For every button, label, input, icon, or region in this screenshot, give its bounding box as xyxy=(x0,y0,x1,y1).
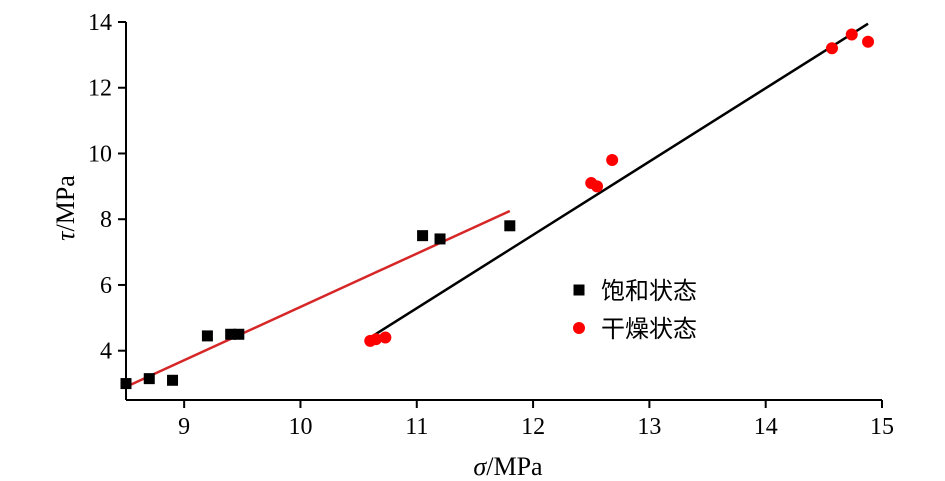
square-point xyxy=(120,378,132,390)
axes: 9 10 11 12 13 14 15 4 6 8 10 12 14 xyxy=(88,10,894,440)
x-tick-label: 15 xyxy=(870,414,894,440)
square-point xyxy=(143,373,155,385)
square-point xyxy=(417,230,429,242)
circle-point xyxy=(845,28,858,41)
square-point xyxy=(504,220,516,232)
fit-line-series-1 xyxy=(369,22,869,339)
circle-point xyxy=(825,42,838,55)
circle-point xyxy=(379,331,392,344)
y-tick-label: 14 xyxy=(88,10,112,36)
x-axis-symbol: σ xyxy=(473,452,487,481)
x-tick-label: 10 xyxy=(288,414,312,440)
square-point xyxy=(225,328,237,340)
y-tick-label: 4 xyxy=(100,339,112,365)
circle-point xyxy=(370,333,383,346)
circle-point xyxy=(862,35,875,48)
square-point xyxy=(233,328,245,340)
legend-label-0: 饱和状态 xyxy=(601,277,697,305)
y-axis-label: τ/MPa xyxy=(51,175,80,241)
x-tick-label: 9 xyxy=(178,414,190,440)
x-tick-label: 14 xyxy=(754,414,778,440)
y-tick-label: 8 xyxy=(100,207,112,233)
circle-point xyxy=(606,154,619,167)
y-tick-label: 12 xyxy=(88,76,112,102)
legend-marker-1 xyxy=(573,322,585,334)
y-tick-label: 6 xyxy=(100,273,112,299)
legend-label-1: 干燥状态 xyxy=(601,315,697,343)
y-tick-label: 10 xyxy=(88,141,112,167)
square-point xyxy=(201,330,213,342)
y-axis-symbol: τ xyxy=(51,230,80,241)
legend-marker-0 xyxy=(573,284,585,296)
x-tick-label: 13 xyxy=(637,414,661,440)
fit-line-series-0 xyxy=(125,209,511,388)
x-axis-unit: /MPa xyxy=(486,452,543,481)
x-tick-label: 11 xyxy=(405,414,428,440)
square-point xyxy=(434,233,446,245)
fit-lines xyxy=(125,22,869,388)
y-axis-unit: /MPa xyxy=(51,175,80,232)
circle-point xyxy=(591,180,604,193)
x-tick-label: 12 xyxy=(521,414,545,440)
square-point xyxy=(167,374,179,386)
x-axis-label: σ/MPa xyxy=(473,452,543,481)
data-points xyxy=(120,28,875,390)
